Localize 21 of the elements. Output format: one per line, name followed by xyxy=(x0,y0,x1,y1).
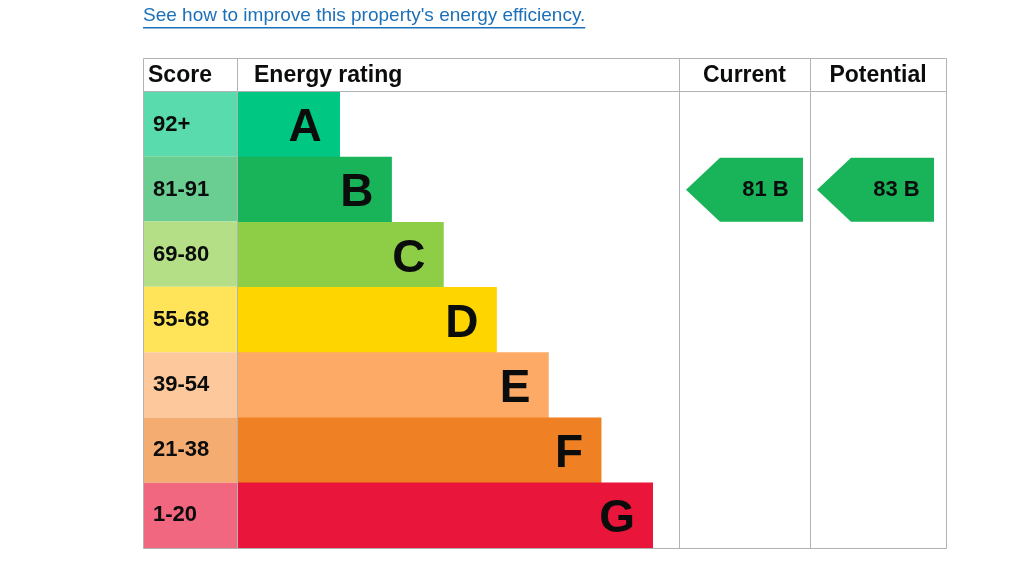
y-tick-label: A xyxy=(288,99,322,152)
text: 81 B xyxy=(742,175,789,201)
y-tick-label: F xyxy=(555,424,584,477)
text: 81-91 xyxy=(153,175,210,201)
text: See how to improve this property's energy efficiency. xyxy=(143,4,586,26)
y-tick-label: G xyxy=(599,490,635,543)
y-tick-label: D xyxy=(445,294,479,347)
text: Potential xyxy=(829,60,927,87)
text: Score xyxy=(148,60,212,87)
text: Current xyxy=(702,60,787,87)
text: 1-20 xyxy=(153,501,198,527)
text: 83 B xyxy=(873,175,920,201)
annotation: Energy rating xyxy=(254,60,403,87)
text: 69-80 xyxy=(153,240,210,266)
text: 21-38 xyxy=(153,436,210,462)
text: 55-68 xyxy=(153,306,210,332)
y-tick-label: C xyxy=(392,229,426,282)
y-tick-label: B xyxy=(340,164,374,217)
y-tick-label: E xyxy=(499,359,531,412)
text: 39-54 xyxy=(153,371,211,397)
text: 92+ xyxy=(153,110,191,136)
